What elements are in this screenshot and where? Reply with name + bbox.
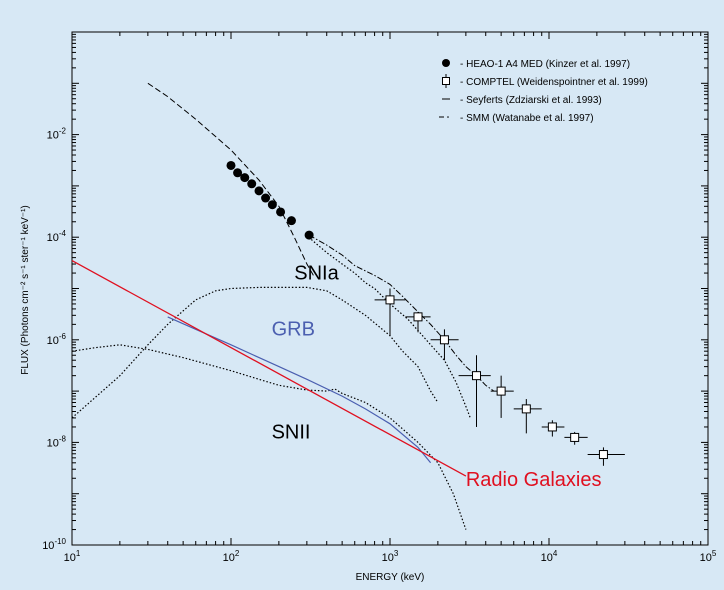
heao-point: [304, 230, 314, 240]
legend-label: - HEAO-1 A4 MED (Kinzer et al. 1997): [460, 59, 630, 70]
comptel-point: [513, 399, 542, 434]
heao-point: [286, 216, 296, 226]
x-tick-label: 103: [382, 549, 399, 564]
heao-point: [247, 179, 257, 189]
legend-item: - HEAO-1 A4 MED (Kinzer et al. 1997): [442, 59, 630, 70]
legend-item: - COMPTEL (Weidenspointner et al. 1999): [442, 74, 648, 88]
comptel-point: [458, 355, 491, 427]
legend-marker: [442, 59, 450, 67]
curves: [71, 82, 495, 530]
heao-point: [254, 186, 264, 196]
comptel-square: [472, 371, 482, 381]
legend-label: - COMPTEL (Weidenspointner et al. 1999): [460, 77, 648, 88]
y-tick-label: 10-10: [42, 537, 66, 552]
y-tick-label: 10-6: [47, 332, 67, 347]
comptel-point: [541, 420, 565, 437]
comptel-square: [570, 432, 580, 442]
annotations: SNIa GRB SNII Radio Galaxies: [272, 262, 602, 491]
legend-item: - SMM (Watanabe et al. 1997): [439, 113, 594, 124]
series-line-smm-watanabe-et-al-1997: [308, 234, 495, 392]
comptel-square: [598, 450, 608, 460]
x-tick-label: 104: [541, 549, 558, 564]
comptel-square: [413, 312, 423, 322]
y-tick-label: 10-8: [47, 434, 67, 449]
comptel-square: [547, 422, 557, 432]
heao-point: [276, 207, 286, 217]
y-tick-label: 10-4: [47, 229, 67, 244]
curve-label-snia: SNIa: [294, 262, 339, 284]
curve-label-snii: SNII: [272, 421, 311, 443]
curve-label-grb: GRB: [272, 319, 315, 341]
series-line-seyferts-zdziarski-et-al-1993: [147, 82, 314, 276]
comptel-point: [490, 375, 514, 418]
legend-marker: [447, 116, 449, 118]
comptel-square: [385, 295, 395, 305]
series-line-snia: [71, 286, 439, 419]
comptel-point: [405, 311, 431, 333]
x-tick-label: 102: [223, 549, 240, 564]
data-points: [226, 160, 625, 466]
comptel-point: [430, 329, 459, 361]
comptel-point: [587, 447, 625, 466]
y-axis-label: FLUX (Photons cm⁻² s⁻¹ ster⁻¹ keV⁻¹): [20, 205, 31, 374]
legend-label: - SMM (Watanabe et al. 1997): [460, 113, 594, 124]
legend-item: - Seyferts (Zdziarski et al. 1993): [442, 95, 602, 106]
legend-marker: [442, 77, 450, 85]
heao-point: [261, 193, 271, 203]
series-line-grb: [167, 316, 432, 464]
x-tick-label: 105: [700, 549, 717, 564]
x-axis-label: ENERGY (keV): [356, 572, 425, 583]
y-tick-label: 10-2: [47, 127, 67, 142]
comptel-square: [439, 335, 449, 345]
heao-point: [233, 168, 243, 178]
heao-point: [267, 200, 277, 210]
comptel-square: [496, 386, 506, 396]
comptel-point: [564, 431, 588, 445]
curve-label-radio-galaxies: Radio Galaxies: [466, 469, 602, 491]
axis-ticks: 101 102 103 104 105 10-10 10-8 10-6 10-4 10-2: [42, 31, 717, 564]
heao-point: [240, 173, 250, 183]
comptel-point: [374, 288, 406, 336]
legend-label: - Seyferts (Zdziarski et al. 1993): [460, 95, 602, 106]
heao-point: [226, 160, 236, 170]
x-tick-label: 101: [64, 549, 81, 564]
comptel-square: [521, 404, 531, 414]
series-line-radio-galaxies: [71, 260, 467, 477]
legend: - HEAO-1 A4 MED (Kinzer et al. 1997) - CO…: [439, 59, 648, 124]
